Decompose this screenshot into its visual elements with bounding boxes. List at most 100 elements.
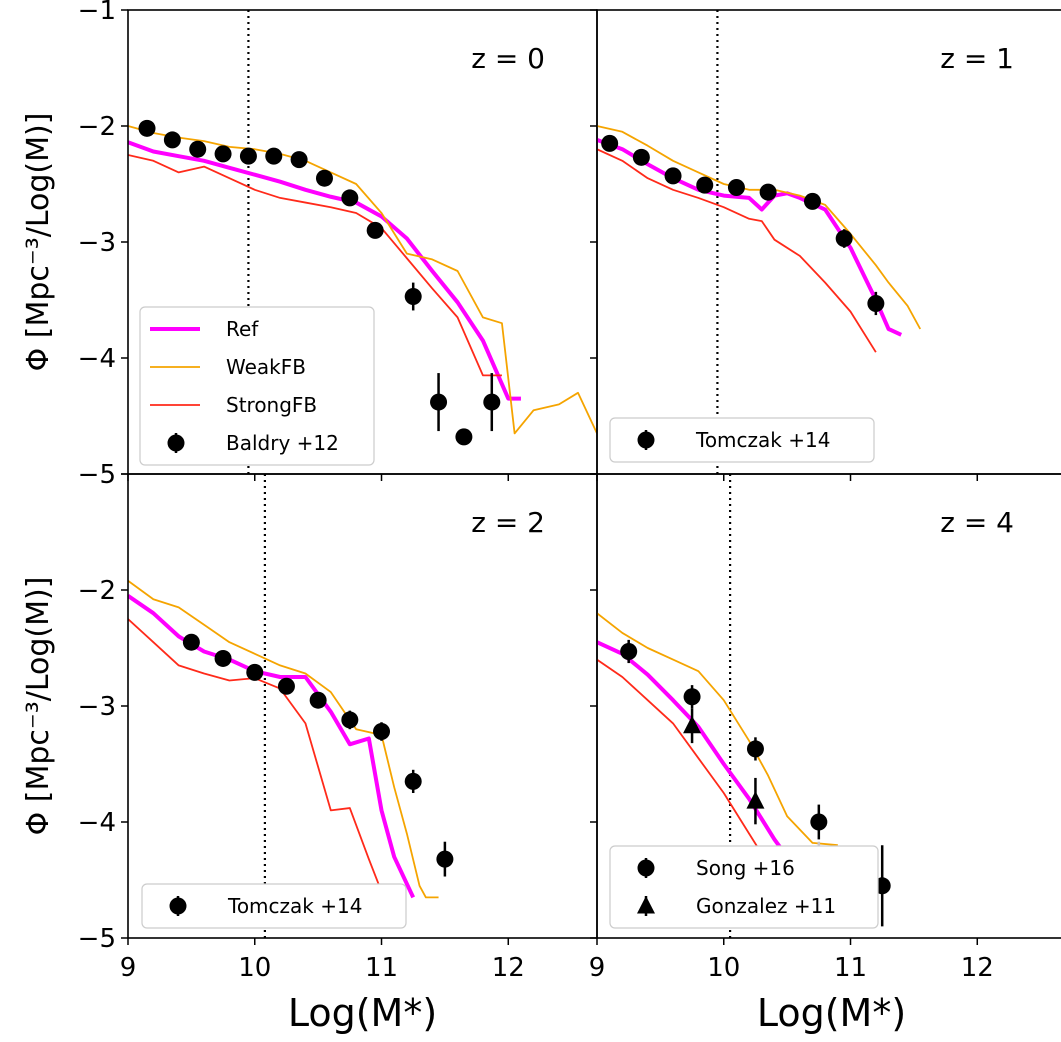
data-point: [214, 145, 232, 163]
data-point: [265, 147, 283, 165]
data-point: [483, 393, 501, 411]
plot-area: [597, 474, 891, 938]
legend: Tomczak +14: [609, 417, 875, 463]
y-tick-label: −4: [78, 808, 116, 838]
data-point: [620, 642, 638, 660]
panel-frame: [596, 9, 1061, 475]
x-tick-label: 11: [834, 953, 867, 983]
data-point: [810, 813, 828, 831]
data-point: [404, 772, 422, 790]
legend-marker-circle: [167, 434, 185, 452]
data-point: [632, 148, 650, 166]
data-point: [664, 167, 682, 185]
y-axis-label: Φ [Mpc⁻³/Log(M)]: [21, 113, 56, 372]
x-tick-label: 10: [238, 953, 271, 983]
data-point: [430, 393, 448, 411]
y-tick-label: −2: [78, 576, 116, 606]
series-line-strongfb: [597, 148, 877, 353]
data-point: [455, 428, 473, 446]
data-point: [727, 178, 745, 196]
series-line-strongfb: [128, 618, 395, 904]
data-point: [239, 147, 257, 165]
x-tick-label: 12: [961, 953, 994, 983]
series-line-ref: [128, 594, 416, 899]
x-tick-label: 11: [365, 953, 398, 983]
data-point: [246, 663, 264, 681]
panel-bottom-left: 9 10 11 12 −2 −3 −4 −5 z = 2 Log(M*) Φ [Mpc⁻³/Log(…: [21, 473, 598, 1035]
redshift-label: z = 4: [940, 506, 1014, 539]
y-axis-label: Φ [Mpc⁻³/Log(M)]: [21, 577, 56, 836]
redshift-label: z = 1: [940, 42, 1014, 75]
series-line-weakfb: [128, 125, 597, 435]
plot-area: [597, 10, 922, 474]
y-tick-label: −4: [78, 344, 116, 374]
data-point: [746, 740, 764, 758]
legend-label: Song +16: [696, 856, 795, 880]
redshift-label: z = 2: [471, 506, 545, 539]
y-tick-label: −1: [78, 0, 116, 26]
series-line-weakfb: [128, 579, 439, 899]
legend-label: StrongFB: [226, 393, 317, 417]
panel-top-right: z = 1 Tomczak +14: [590, 9, 1061, 481]
data-point: [341, 189, 359, 207]
legend-label: Tomczak +14: [695, 428, 830, 452]
data-point: [835, 230, 853, 248]
legend-marker-circle: [637, 431, 655, 449]
plot-area: [128, 10, 597, 474]
legend-marker-triangle: [637, 896, 655, 914]
data-point: [138, 119, 156, 137]
series-line-strongfb: [128, 154, 502, 377]
x-tick-label: 10: [707, 953, 740, 983]
data-point: [163, 131, 181, 149]
data-point: [683, 688, 701, 706]
panel-top-left: −1 −2 −3 −4 −5 z = 0 Φ [Mpc⁻³/Log(M)] Ref WeakFB…: [21, 0, 598, 490]
data-point: [277, 677, 295, 695]
data-point: [315, 169, 333, 187]
data-point: [373, 723, 391, 741]
legend: Song +16 Gonzalez +11: [609, 845, 879, 929]
legend-label: Gonzalez +11: [696, 894, 836, 918]
legend-label: Ref: [226, 317, 259, 341]
data-point: [290, 151, 308, 169]
legend: Ref WeakFB StrongFB Baldry +12: [139, 306, 375, 466]
x-axis-label: Log(M*): [288, 991, 437, 1035]
y-tick-label: −5: [78, 460, 116, 490]
data-point: [404, 288, 422, 306]
y-tick-label: −5: [78, 924, 116, 954]
data-point: [867, 294, 885, 312]
y-tick-label: −3: [78, 692, 116, 722]
data-point: [309, 691, 327, 709]
data-point: [214, 649, 232, 667]
data-point: [189, 140, 207, 158]
legend-label: WeakFB: [226, 355, 306, 379]
panel-bottom-right: 9 10 11 12 z = 4 Log(M*) Song +16 Gonzalez +11: [589, 473, 1061, 1035]
legend-marker-circle: [169, 897, 187, 915]
x-tick-label: 9: [120, 953, 137, 983]
data-point: [182, 633, 200, 651]
data-point: [601, 134, 619, 152]
legend-box: [141, 883, 407, 929]
redshift-label: z = 0: [471, 42, 545, 75]
data-point-triangle: [746, 791, 765, 809]
x-axis-label: Log(M*): [757, 991, 906, 1035]
legend-box: [139, 306, 375, 466]
x-tick-label: 9: [589, 953, 606, 983]
data-point: [436, 850, 454, 868]
series-line-ref: [597, 640, 826, 865]
data-point: [341, 711, 359, 729]
legend: Tomczak +14: [141, 883, 407, 929]
y-tick-label: −3: [78, 228, 116, 258]
plot-area: [128, 474, 454, 938]
x-tick-label: 12: [492, 953, 525, 983]
legend-label: Baldry +12: [226, 431, 339, 455]
legend-box: [609, 845, 879, 929]
data-point: [366, 221, 384, 239]
data-point: [803, 192, 821, 210]
data-point: [696, 176, 714, 194]
series-line-weakfb: [597, 612, 838, 847]
legend-marker-circle: [637, 859, 655, 877]
y-tick-label: −2: [78, 112, 116, 142]
series-line-ref: [128, 140, 521, 401]
